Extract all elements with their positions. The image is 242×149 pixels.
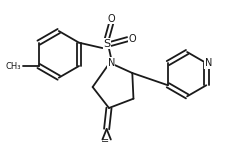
Text: N: N: [205, 58, 212, 68]
Text: =: =: [101, 136, 110, 146]
Text: O: O: [107, 14, 115, 24]
Text: S: S: [103, 39, 110, 49]
Text: N: N: [108, 58, 115, 67]
Text: CH₃: CH₃: [6, 62, 21, 70]
Text: O: O: [129, 34, 136, 44]
